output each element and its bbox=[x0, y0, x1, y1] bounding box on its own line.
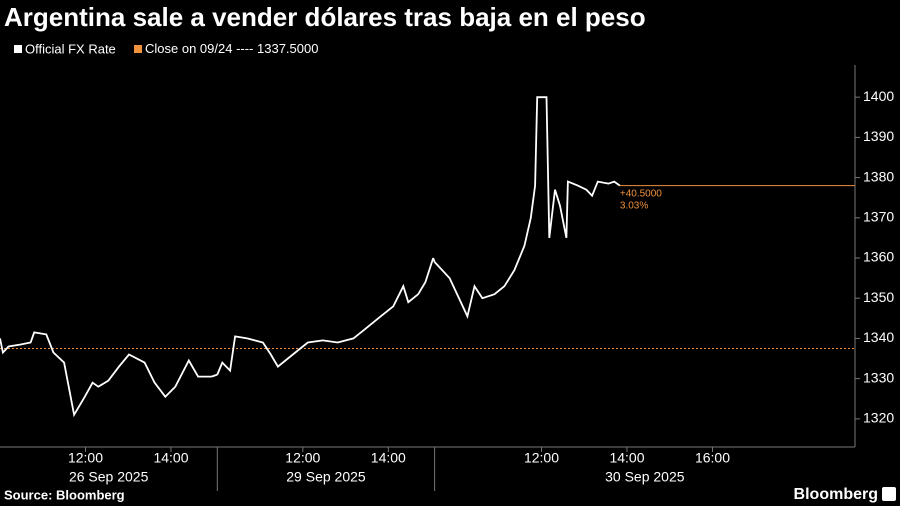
legend-text: Close on 09/24 ---- bbox=[145, 41, 253, 56]
legend-value: 1337.5000 bbox=[257, 41, 318, 56]
x-tick-label: 12:00 bbox=[285, 450, 320, 466]
date-label: 29 Sep 2025 bbox=[286, 469, 366, 485]
y-tick-label: 1340 bbox=[863, 329, 894, 345]
y-tick-label: 1330 bbox=[863, 369, 894, 385]
y-tick-label: 1320 bbox=[863, 410, 894, 426]
y-tick-label: 1400 bbox=[863, 88, 894, 104]
legend-swatch bbox=[134, 45, 142, 53]
change-label: +40.5000 bbox=[620, 188, 662, 199]
series-line bbox=[216, 257, 435, 375]
date-label: 30 Sep 2025 bbox=[605, 469, 685, 485]
series-line bbox=[433, 96, 621, 320]
legend-swatch bbox=[14, 45, 22, 53]
line-connector bbox=[211, 373, 218, 378]
y-tick-label: 1390 bbox=[863, 128, 894, 144]
x-tick-label: 12:00 bbox=[68, 450, 103, 466]
x-tick-label: 12:00 bbox=[524, 450, 559, 466]
series-line bbox=[0, 331, 212, 418]
y-tick-label: 1380 bbox=[863, 168, 894, 184]
source: Source: Bloomberg bbox=[4, 487, 125, 502]
legend-label: Official FX Rate bbox=[25, 41, 116, 56]
y-tick-label: 1370 bbox=[863, 209, 894, 225]
x-tick-label: 14:00 bbox=[153, 450, 188, 466]
brand: Bloomberg bbox=[794, 486, 878, 503]
x-tick-label: 14:00 bbox=[609, 450, 644, 466]
x-tick-label: 16:00 bbox=[695, 450, 730, 466]
y-tick-label: 1360 bbox=[863, 249, 894, 265]
line-connector bbox=[432, 257, 436, 263]
x-tick-label: 14:00 bbox=[371, 450, 406, 466]
y-tick-label: 1350 bbox=[863, 289, 894, 305]
date-label: 26 Sep 2025 bbox=[69, 469, 149, 485]
brand-icon bbox=[882, 487, 896, 501]
legend-label: Close on 09/24 ---- 1337.5000 bbox=[145, 41, 318, 56]
percent-label: 3.03% bbox=[620, 200, 648, 211]
chart-title: Argentina sale a vender dólares tras baj… bbox=[4, 2, 646, 32]
